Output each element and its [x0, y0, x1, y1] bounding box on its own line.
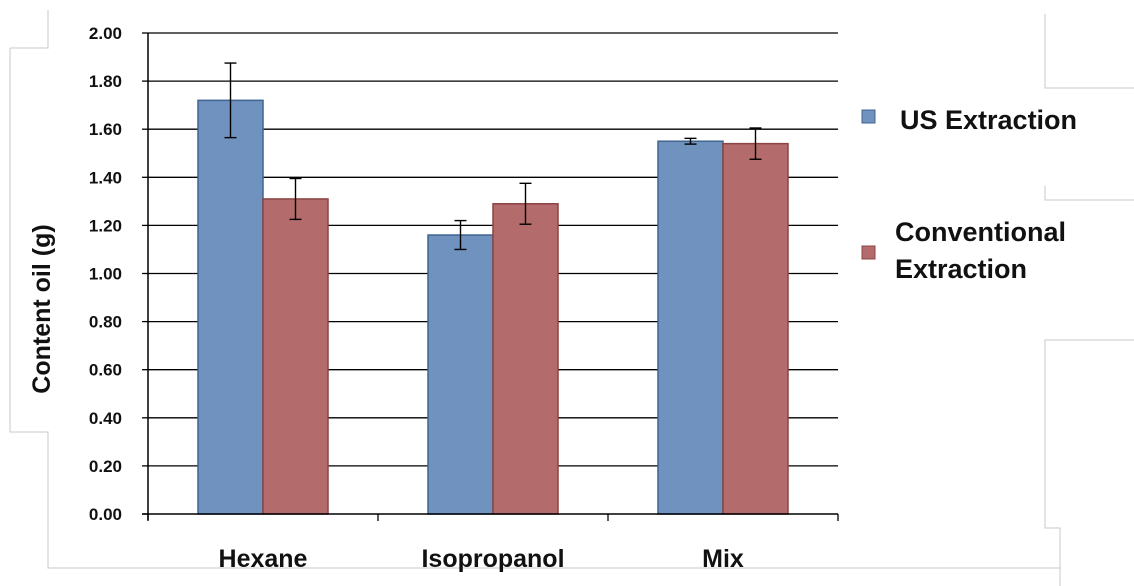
legend-label: US Extraction: [900, 105, 1077, 135]
bar: [492, 203, 559, 515]
bar: [722, 142, 789, 515]
legend-label: Conventional: [895, 217, 1066, 247]
y-tick-label: 1.20: [89, 216, 122, 235]
y-tick-label: 0.20: [89, 457, 122, 476]
x-category-labels: Hexane Isopropanol Mix: [219, 545, 744, 573]
bar: [657, 140, 724, 515]
bar: [427, 234, 494, 515]
legend: US Extraction Conventional Extraction: [861, 105, 1077, 284]
y-tick-label: 0.40: [89, 409, 122, 428]
legend-label: Extraction: [895, 254, 1027, 284]
y-tick-label: 1.80: [89, 72, 122, 91]
y-tick-label: 0.80: [89, 313, 122, 332]
y-tick-label: 1.00: [89, 265, 122, 284]
y-tick-label: 1.40: [89, 168, 122, 187]
y-tick-label: 0.60: [89, 361, 122, 380]
legend-marker: [861, 245, 876, 260]
axes: [142, 33, 839, 521]
y-tick-label: 1.60: [89, 120, 122, 139]
legend-marker: [861, 109, 876, 124]
x-category-label: Mix: [702, 545, 744, 573]
bars: [197, 99, 789, 515]
x-category-label: Hexane: [219, 545, 308, 573]
y-tick-label: 0.00: [89, 505, 122, 524]
x-category-label: Isopropanol: [421, 545, 564, 573]
bar: [197, 99, 264, 515]
y-tick-label: 2.00: [89, 24, 122, 43]
y-axis-title: Content oil (g): [28, 224, 56, 393]
error-bars: [224, 62, 762, 251]
y-tick-labels: 0.00 0.20 0.40 0.60 0.80 1.00 1.20 1.40 1.60 1.80…: [89, 24, 148, 524]
frame-decoration: [9, 10, 1134, 586]
bar: [262, 198, 329, 515]
